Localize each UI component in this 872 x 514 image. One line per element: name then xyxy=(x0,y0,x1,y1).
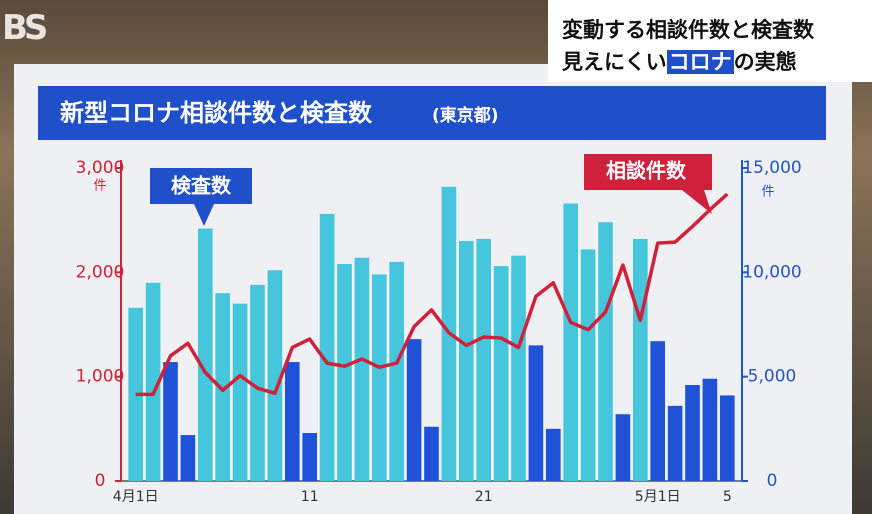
legend-label: 相談件数 xyxy=(606,159,687,183)
y-unit: 件 xyxy=(93,179,106,194)
header-text: の実態 xyxy=(733,50,797,74)
callouts: 検査数 相談件数 xyxy=(150,154,712,226)
bar xyxy=(667,405,683,481)
x-tick-label: 21 xyxy=(475,489,493,505)
y-tick-label: 1,000 xyxy=(76,367,125,387)
bar xyxy=(337,263,352,481)
bar xyxy=(163,362,178,481)
y2-tick-label: 5,000 xyxy=(748,367,797,387)
bar xyxy=(511,255,526,481)
bar xyxy=(389,261,405,481)
bar xyxy=(215,293,231,481)
y-tick-label: 2,000 xyxy=(76,262,125,282)
bar xyxy=(406,339,422,481)
logo: BS xyxy=(2,8,48,48)
y-tick-label: 3,000 xyxy=(76,158,125,178)
bar xyxy=(685,385,700,481)
bar xyxy=(319,213,335,481)
x-tick-label: 5 xyxy=(723,489,732,505)
y2-unit: 件 xyxy=(761,185,774,200)
bar xyxy=(267,270,283,481)
header-text: 見えにくい xyxy=(562,50,667,74)
bar xyxy=(180,435,196,481)
bar xyxy=(563,203,579,481)
bar xyxy=(545,428,561,481)
x-tick-label: 4月1日 xyxy=(113,489,159,505)
bar xyxy=(424,426,439,481)
legend-label: 検査数 xyxy=(171,174,232,198)
x-tick-label: 5月1日 xyxy=(635,489,681,505)
bar xyxy=(598,222,613,481)
bar xyxy=(650,341,666,481)
header-line: 変動する相談件数と検査数 xyxy=(562,18,814,42)
header-highlight: コロナ xyxy=(666,50,734,74)
bar xyxy=(580,249,596,481)
chart-subtitle: (東京都) xyxy=(432,105,499,126)
bar xyxy=(302,433,318,481)
callout-box xyxy=(584,154,712,214)
bar xyxy=(250,284,265,481)
bar xyxy=(284,362,300,481)
bar xyxy=(528,345,544,481)
bar xyxy=(632,238,648,481)
line xyxy=(135,192,729,397)
bar xyxy=(493,266,509,481)
y2-tick-label: 10,000 xyxy=(742,262,801,282)
plot: 0 1,000 2,000 3,000 0 5,000 10,000 15,000 4月1日 11… xyxy=(76,158,802,505)
header-line: 見えにくいコロナの実態 xyxy=(562,46,797,76)
bar xyxy=(476,238,492,481)
y2-tick-label: 0 xyxy=(767,471,778,491)
bar xyxy=(371,274,387,481)
y2-tick-label: 15,000 xyxy=(742,158,801,178)
bar xyxy=(232,303,248,481)
bar xyxy=(702,378,718,481)
bar xyxy=(719,395,735,481)
title-bar xyxy=(38,86,826,140)
header: 変動する相談件数と検査数 見えにくいコロナの実態 xyxy=(548,0,872,82)
bar xyxy=(197,228,213,481)
bar xyxy=(615,414,631,481)
x-tick-label: 11 xyxy=(301,489,319,505)
y-tick-label: 0 xyxy=(95,471,106,491)
bar xyxy=(458,241,474,481)
chart-title: 新型コロナ相談件数と検査数 xyxy=(60,99,373,127)
bar xyxy=(145,282,161,481)
bar xyxy=(354,257,370,481)
callout-box xyxy=(150,168,252,226)
